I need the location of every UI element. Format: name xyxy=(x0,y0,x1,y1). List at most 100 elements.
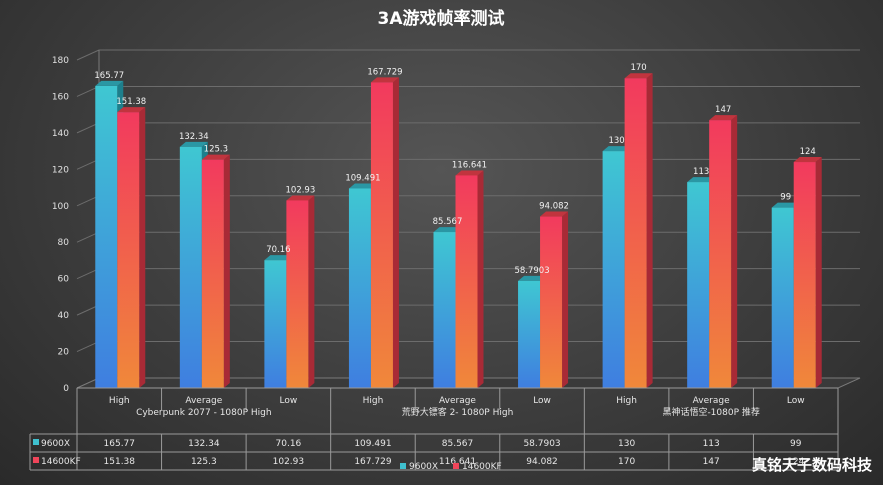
y-tick-label: 120 xyxy=(52,165,69,175)
bar-top xyxy=(624,73,653,79)
table-cell: 113 xyxy=(703,439,720,449)
data-label: 151.38 xyxy=(116,97,146,107)
y-axis: 0 20 40 60 80 100 120 140 160 180 xyxy=(52,56,69,394)
bar xyxy=(433,232,456,388)
bar-top xyxy=(433,227,462,233)
data-label: 113 xyxy=(693,167,709,177)
y-tick-label: 40 xyxy=(58,311,70,321)
y-tick-label: 0 xyxy=(63,384,69,394)
bar xyxy=(687,182,710,388)
data-label: 167.729 xyxy=(367,67,402,77)
bar-side xyxy=(392,77,399,389)
bar xyxy=(201,159,224,388)
x-category-label: Low xyxy=(280,396,298,406)
table-cell: 70.16 xyxy=(276,439,302,449)
watermark-text: 真铭天子数码科技 xyxy=(752,456,873,474)
data-label: 165.77 xyxy=(94,71,124,81)
table-legend-key xyxy=(33,439,39,445)
bar-top xyxy=(286,195,315,201)
data-label: 170 xyxy=(630,63,646,73)
bar xyxy=(179,146,202,388)
table-cell: 130 xyxy=(618,439,635,449)
data-labels: 165.77 151.38 132.34 125.3 70.16 102.93 109.49… xyxy=(94,63,815,276)
bar-top xyxy=(348,183,377,189)
table-cell: 94.082 xyxy=(526,457,558,467)
bar-side xyxy=(815,157,822,388)
bar xyxy=(709,120,732,388)
bar xyxy=(624,78,647,388)
bar xyxy=(602,151,625,388)
table-cell: 124 xyxy=(787,457,804,467)
legend: 9600X 14600KF xyxy=(400,462,502,472)
bar xyxy=(455,175,478,388)
data-label: 124 xyxy=(800,147,816,157)
bar xyxy=(117,112,140,388)
table-cell: 125.3 xyxy=(191,457,217,467)
x-group-label: 黑神话悟空-1080P 推荐 xyxy=(662,406,759,418)
bar xyxy=(264,260,287,388)
data-label: 132.34 xyxy=(179,132,209,142)
bar-side xyxy=(139,107,146,388)
bar-side xyxy=(477,170,484,388)
table-cell: 85.567 xyxy=(442,439,474,449)
bar-top xyxy=(540,211,569,217)
data-table: High Average Low Cyberpunk 2077 - 1080P Hig… xyxy=(29,387,839,471)
legend-label: 14600KF xyxy=(462,462,502,472)
y-tick-label: 20 xyxy=(58,348,70,358)
data-label: 147 xyxy=(715,105,731,115)
bar-side xyxy=(562,211,569,388)
bar xyxy=(771,207,794,388)
data-label: 102.93 xyxy=(286,185,316,195)
data-label: 99 xyxy=(780,193,791,203)
legend-key xyxy=(400,463,406,469)
legend-key xyxy=(453,463,459,469)
bar xyxy=(370,82,393,389)
y-tick-label: 140 xyxy=(52,129,69,139)
y-tick-label: 180 xyxy=(52,56,69,66)
table-cell: 102.93 xyxy=(273,457,305,467)
bar xyxy=(518,280,541,388)
bar-side xyxy=(731,115,738,388)
table-cell: 116.641 xyxy=(439,457,476,467)
table-cell: 147 xyxy=(703,457,720,467)
table-legend-key xyxy=(33,457,39,463)
y-tick-label: 100 xyxy=(52,202,69,212)
data-label: 70.16 xyxy=(266,245,290,255)
bar-top xyxy=(179,141,208,147)
bars xyxy=(95,73,822,389)
table-cell: 109.491 xyxy=(354,439,391,449)
bar-top xyxy=(264,255,293,261)
chart-title: 3A游戏帧率测试 xyxy=(378,8,505,29)
data-label: 85.567 xyxy=(433,217,463,227)
bar xyxy=(793,162,816,388)
bar-side xyxy=(646,73,653,388)
bar-top xyxy=(602,146,631,152)
data-label: 125.3 xyxy=(204,145,228,155)
x-category-label: High xyxy=(363,396,384,406)
grid-depth-line xyxy=(76,49,100,61)
bar-top xyxy=(95,80,124,86)
data-label: 130 xyxy=(608,136,624,146)
bar-top xyxy=(117,107,146,113)
bar-side xyxy=(223,154,230,388)
legend-label: 9600X xyxy=(409,462,438,472)
bar xyxy=(95,85,118,388)
bar-top xyxy=(370,77,399,83)
y-tick-label: 80 xyxy=(58,238,70,248)
table-cell: 151.38 xyxy=(104,457,136,467)
table-cell: 170 xyxy=(618,457,635,467)
table-cell: 99 xyxy=(790,439,802,449)
x-category-label: Average xyxy=(185,396,222,406)
x-category-label: Average xyxy=(693,396,730,406)
x-group-label: Cyberpunk 2077 - 1080P High xyxy=(136,408,272,418)
x-category-label: High xyxy=(109,396,130,406)
bar-top xyxy=(455,170,484,176)
table-series-name: 9600X xyxy=(41,439,70,449)
x-category-label: Low xyxy=(787,396,805,406)
x-category-label: Low xyxy=(533,396,551,406)
bar-top xyxy=(709,115,738,121)
table-cell: 132.34 xyxy=(188,439,220,449)
x-category-label: Average xyxy=(439,396,476,406)
y-tick-label: 60 xyxy=(58,275,70,285)
bar-top xyxy=(771,202,800,208)
